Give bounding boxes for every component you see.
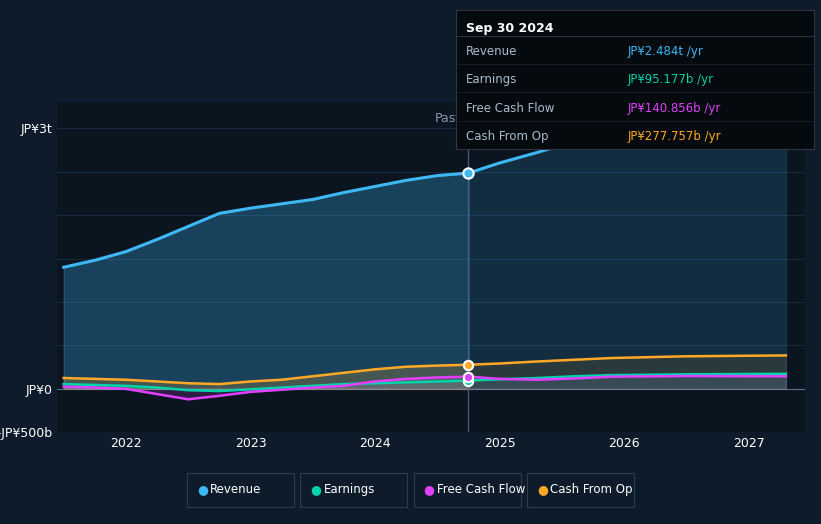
Text: Past: Past — [435, 112, 461, 125]
Text: JP¥95.177b /yr: JP¥95.177b /yr — [628, 73, 714, 86]
Text: Revenue: Revenue — [466, 45, 518, 58]
Point — [462, 361, 475, 369]
Text: Earnings: Earnings — [323, 484, 375, 496]
Text: ●: ● — [537, 484, 548, 496]
Text: Cash From Op: Cash From Op — [466, 130, 548, 143]
Text: Revenue: Revenue — [210, 484, 262, 496]
Text: ●: ● — [310, 484, 321, 496]
Text: Analysts Forecasts: Analysts Forecasts — [476, 112, 592, 125]
Text: Free Cash Flow: Free Cash Flow — [466, 102, 555, 115]
Text: JP¥140.856b /yr: JP¥140.856b /yr — [628, 102, 722, 115]
Point — [462, 169, 475, 177]
Point — [462, 373, 475, 381]
Text: Sep 30 2024: Sep 30 2024 — [466, 22, 554, 35]
Text: Cash From Op: Cash From Op — [550, 484, 632, 496]
Text: Free Cash Flow: Free Cash Flow — [437, 484, 525, 496]
Point — [462, 376, 475, 385]
Text: JP¥2.484t /yr: JP¥2.484t /yr — [628, 45, 704, 58]
Text: JP¥277.757b /yr: JP¥277.757b /yr — [628, 130, 722, 143]
Text: Earnings: Earnings — [466, 73, 518, 86]
Text: ●: ● — [197, 484, 208, 496]
Text: ●: ● — [424, 484, 434, 496]
